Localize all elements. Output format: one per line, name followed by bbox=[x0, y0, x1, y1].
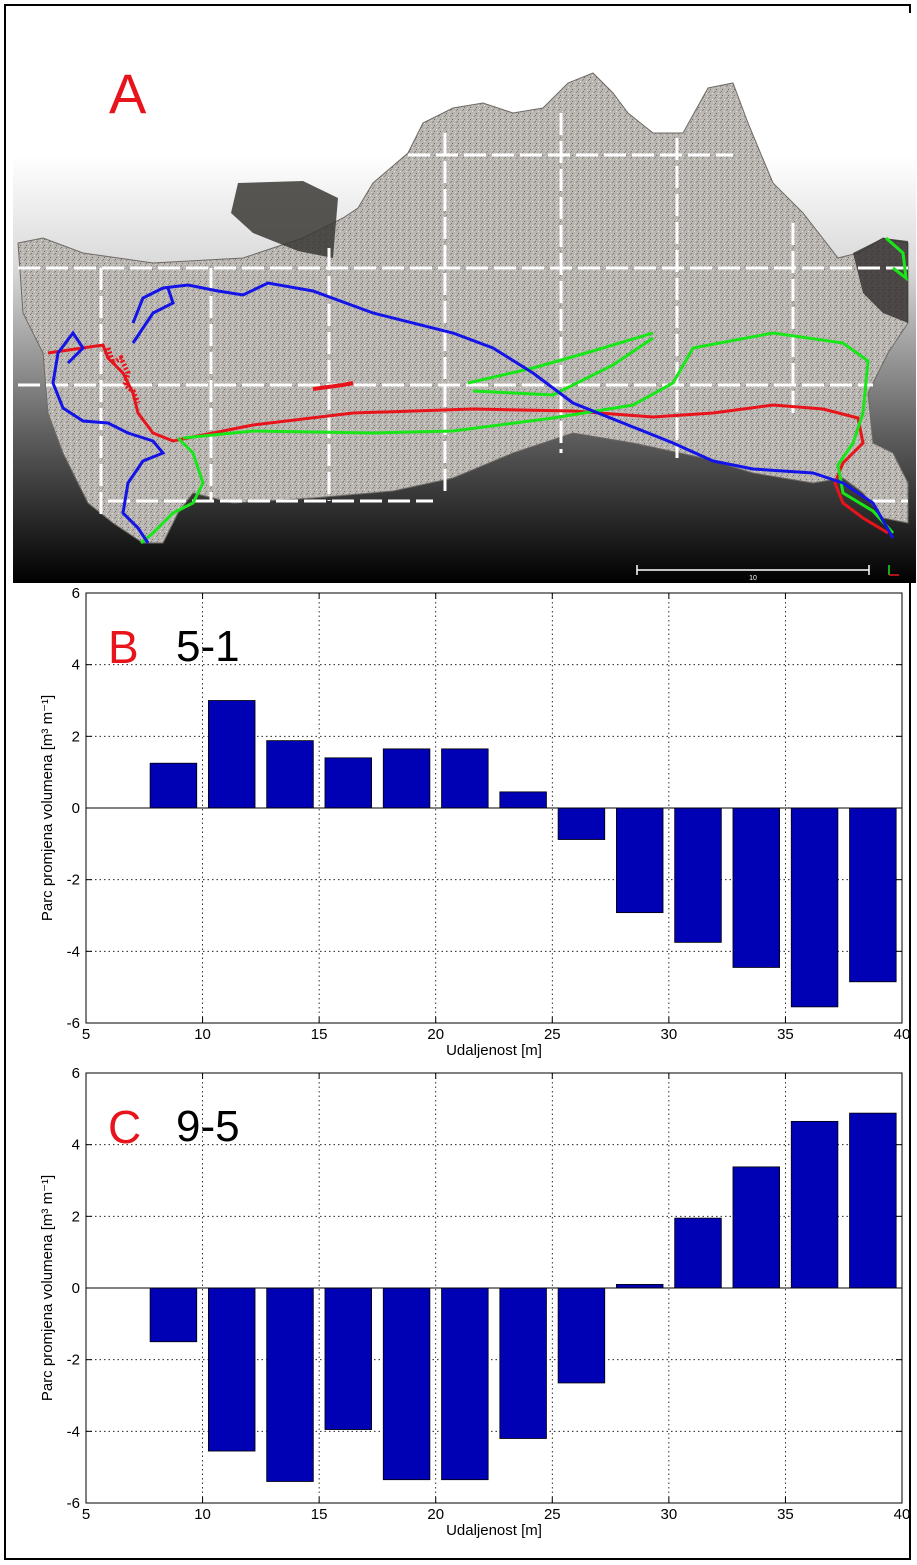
chart-b: 5 10 15 20 25 30 35 40 -6 -4 -2 0 2 4 6 Udaljenost [m] P… bbox=[39, 585, 909, 1059]
bar-5 bbox=[441, 748, 489, 809]
x-axis-title: Udaljenost [m] bbox=[446, 1042, 542, 1059]
x-tick-label: 40 bbox=[894, 1026, 909, 1043]
x-tick-label: 10 bbox=[194, 1506, 211, 1523]
panel-tag: 5-1 bbox=[176, 622, 240, 671]
bar-2 bbox=[266, 740, 314, 809]
bar-1 bbox=[207, 700, 256, 809]
bar-11 bbox=[790, 807, 839, 1008]
bar-2 bbox=[266, 1287, 314, 1482]
rock-outcrop-right bbox=[853, 238, 908, 323]
bar-8 bbox=[616, 807, 664, 914]
y-axis-title: Parc promjena volumena [m³ m⁻¹] bbox=[39, 695, 56, 921]
bar-1 bbox=[207, 1287, 256, 1452]
y-tick-label: -2 bbox=[67, 1352, 80, 1369]
y-tick-label: 0 bbox=[72, 800, 80, 817]
panel-tag: 9-5 bbox=[176, 1102, 240, 1151]
x-tick-label: 15 bbox=[311, 1026, 328, 1043]
y-tick-label: 2 bbox=[72, 1208, 80, 1225]
x-tick-label: 40 bbox=[894, 1506, 909, 1523]
panel-letter: B bbox=[108, 621, 139, 673]
bar-8 bbox=[616, 1284, 664, 1289]
bar-12 bbox=[849, 1112, 897, 1289]
bar-0 bbox=[149, 1287, 198, 1343]
x-tick-label: 35 bbox=[777, 1026, 794, 1043]
scale-bar-label: 10 bbox=[749, 575, 757, 582]
panel-letter: C bbox=[108, 1101, 141, 1153]
y-tick-label: -4 bbox=[67, 1423, 80, 1440]
bar-3 bbox=[324, 1287, 373, 1430]
y-tick-label: -6 bbox=[67, 1015, 80, 1032]
x-tick-label: 5 bbox=[82, 1026, 90, 1043]
x-tick-label: 30 bbox=[661, 1026, 678, 1043]
pointcloud-grid bbox=[18, 113, 908, 518]
y-tick-label: -4 bbox=[67, 943, 80, 960]
bar-7 bbox=[557, 807, 606, 840]
x-tick-label: 5 bbox=[82, 1506, 90, 1523]
y-tick-label: 2 bbox=[72, 728, 80, 745]
scale-bar bbox=[636, 565, 870, 575]
bar-10 bbox=[732, 807, 781, 968]
survey-line-red-scatter bbox=[105, 347, 141, 404]
y-tick-label: 0 bbox=[72, 1280, 80, 1297]
axis-triad-icon bbox=[888, 565, 899, 576]
x-tick-label: 15 bbox=[311, 1506, 328, 1523]
survey-line-red-blob bbox=[312, 381, 354, 391]
survey-line-blue bbox=[51, 281, 895, 544]
x-tick-label: 25 bbox=[544, 1506, 561, 1523]
y-tick-label: -2 bbox=[67, 872, 80, 889]
figure-frame: 10 A 5 10 15 20 25 30 35 40 -6 -4 -2 0 2 4 6 Udaljenost… bbox=[4, 4, 916, 1560]
bar-6 bbox=[499, 791, 547, 809]
x-axis-title: Udaljenost [m] bbox=[446, 1522, 542, 1539]
panel-a-pointcloud: 10 A bbox=[13, 13, 916, 583]
pointcloud-svg: 10 A bbox=[13, 13, 916, 583]
bar-3 bbox=[324, 757, 373, 809]
bar-12 bbox=[849, 807, 897, 983]
bar-11 bbox=[790, 1120, 839, 1289]
bar-10 bbox=[732, 1166, 781, 1289]
y-tick-label: 6 bbox=[72, 1065, 80, 1082]
x-tick-label: 25 bbox=[544, 1026, 561, 1043]
y-tick-label: -6 bbox=[67, 1495, 80, 1512]
bar-0 bbox=[149, 762, 198, 809]
bar-4 bbox=[382, 1287, 431, 1481]
x-tick-label: 20 bbox=[427, 1506, 444, 1523]
y-axis-title: Parc promjena volumena [m³ m⁻¹] bbox=[39, 1175, 56, 1401]
bar-4 bbox=[382, 748, 431, 809]
chart-c: 5 10 15 20 25 30 35 40 -6 -4 -2 0 2 4 6 Udaljenost [m] P… bbox=[39, 1065, 909, 1539]
bar-7 bbox=[557, 1287, 606, 1384]
y-tick-label: 6 bbox=[72, 585, 80, 602]
survey-line-green bbox=[140, 236, 908, 545]
panel-a-letter: A bbox=[109, 62, 147, 125]
x-tick-label: 30 bbox=[661, 1506, 678, 1523]
x-tick-label: 20 bbox=[427, 1026, 444, 1043]
bar-9 bbox=[674, 807, 722, 943]
bar-9 bbox=[674, 1217, 722, 1289]
x-tick-label: 10 bbox=[194, 1026, 211, 1043]
x-tick-label: 35 bbox=[777, 1506, 794, 1523]
y-tick-label: 4 bbox=[72, 1137, 80, 1154]
y-tick-label: 4 bbox=[72, 657, 80, 674]
rock-outcrop bbox=[231, 181, 338, 258]
bar-5 bbox=[441, 1287, 489, 1481]
bar-6 bbox=[499, 1287, 547, 1439]
